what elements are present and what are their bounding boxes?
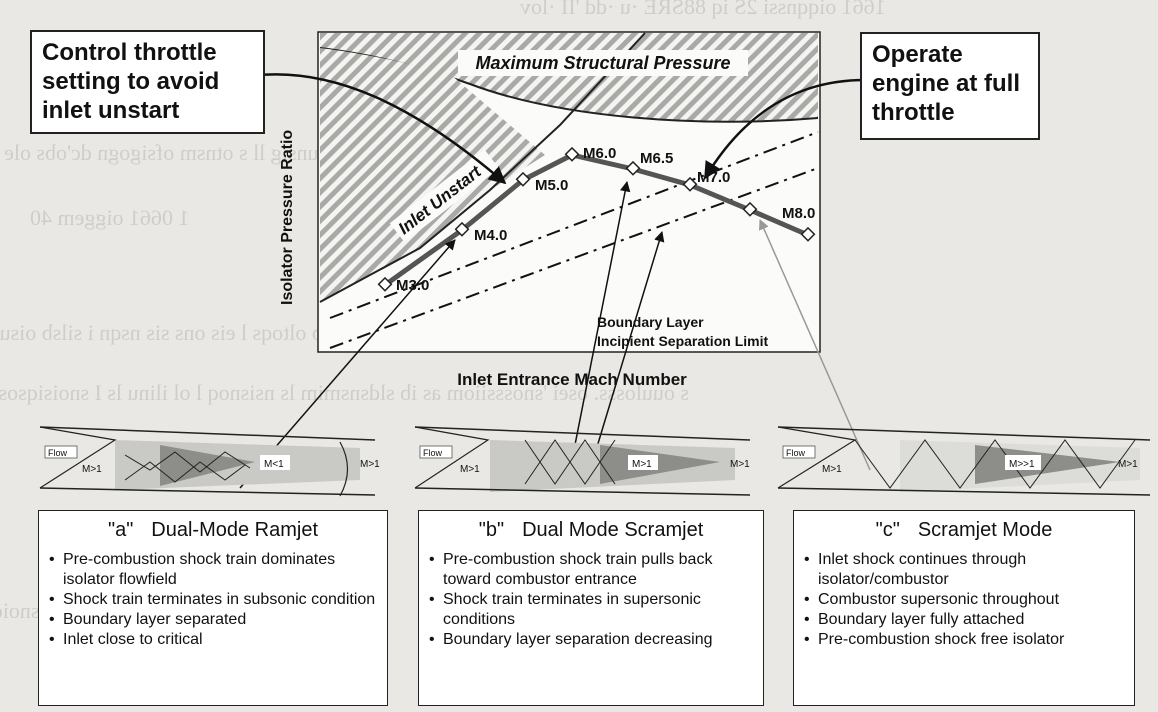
separation-limit-line-upper — [329, 131, 819, 319]
marker-m8 — [800, 226, 816, 242]
left-callout: Control throttle setting to avoid inlet … — [30, 30, 265, 134]
label-m5: M5.0 — [535, 177, 568, 194]
list-item: Inlet close to critical — [49, 630, 377, 650]
schematic-b-m2: M>1 — [632, 459, 652, 470]
x-axis-label: Inlet Entrance Mach Number — [457, 370, 687, 389]
marker-m4 — [454, 221, 470, 237]
arrow-b-to-m65 — [569, 180, 631, 471]
schematic-c-flow: Flow — [786, 448, 806, 458]
list-item: Combustor supersonic throughout — [804, 590, 1124, 610]
label-m4: M4.0 — [474, 227, 507, 244]
mode-box-a: "a" Dual-Mode Ramjet Pre-combustion shock… — [38, 510, 388, 706]
label-m3: M3.0 — [396, 277, 429, 294]
list-item: Pre-combustion shock train pulls back to… — [429, 550, 753, 590]
marker-m5 — [515, 171, 531, 187]
schematic-c: Flow M>1 M>>1 M>1 — [777, 426, 1151, 496]
mode-box-c: "c" Scramjet Mode Inlet shock continues t… — [793, 510, 1135, 706]
max-structural-pressure-label: Maximum Structural Pressure — [475, 53, 730, 73]
arrow-b-to-limit — [589, 230, 665, 471]
y-axis-label: Isolator Pressure Ratio — [279, 130, 296, 305]
list-item: Boundary layer separation decreasing — [429, 630, 753, 650]
schematic-c-m2: M>>1 — [1009, 459, 1035, 470]
label-m6: M6.0 — [583, 145, 616, 162]
mode-bullets-c: Inlet shock continues through isolator/c… — [804, 550, 1124, 650]
mode-title-a: "a" Dual-Mode Ramjet — [49, 519, 377, 542]
mode-tag-c: "c" — [875, 519, 900, 541]
list-item: Inlet shock continues through isolator/c… — [804, 550, 1124, 590]
marker-m3 — [377, 276, 393, 292]
mode-title-b: "b" Dual Mode Scramjet — [429, 519, 753, 542]
inlet-unstart-region — [320, 48, 545, 302]
marker-m65 — [625, 160, 641, 176]
mode-name-c: Scramjet Mode — [917, 519, 1053, 541]
label-m7: M7.0 — [697, 169, 730, 186]
marker-m8a — [742, 201, 758, 217]
schematic-a-flow: Flow — [48, 448, 68, 458]
schematic-b-m3: M>1 — [730, 459, 750, 470]
list-item: Pre-combustion shock free isolator — [804, 630, 1124, 650]
separation-label-2: Incipient Separation Limit — [597, 333, 768, 349]
label-m8: M8.0 — [782, 205, 815, 222]
left-callout-arrow — [237, 73, 507, 185]
mode-tag-a: "a" — [107, 519, 134, 541]
schematic-c-m3: M>1 — [1118, 459, 1138, 470]
schematic-a-m1: M>1 — [82, 464, 102, 475]
schematic-b: Flow M>1 M>1 M>1 — [414, 426, 750, 496]
list-item: Boundary layer separated — [49, 610, 377, 630]
inlet-unstart-boundary — [319, 32, 646, 303]
list-item: Shock train terminates in supersonic con… — [429, 590, 753, 630]
list-item: Boundary layer fully attached — [804, 610, 1124, 630]
mode-name-a: Dual-Mode Ramjet — [151, 519, 319, 541]
mode-tag-b: "b" — [478, 519, 505, 541]
marker-m6 — [564, 146, 580, 162]
operating-line — [383, 152, 809, 288]
right-callout: Operate engine at full throttle — [860, 32, 1040, 140]
separation-label-1: Boundary Layer — [597, 314, 704, 330]
label-m65: M6.5 — [640, 150, 673, 167]
schematic-a-m3: M>1 — [360, 459, 380, 470]
mode-bullets-a: Pre-combustion shock train dominates iso… — [49, 550, 377, 650]
mode-name-b: Dual Mode Scramjet — [522, 519, 704, 541]
schematic-b-m1: M>1 — [460, 464, 480, 475]
list-item: Pre-combustion shock train dominates iso… — [49, 550, 377, 590]
arrow-c-to-m8 — [759, 219, 871, 471]
schematic-a-m2: M<1 — [264, 459, 284, 470]
mode-title-c: "c" Scramjet Mode — [804, 519, 1124, 542]
schematic-b-flow: Flow — [423, 448, 443, 458]
schematic-a: Flow M>1 M<1 M>1 — [39, 426, 380, 497]
mode-bullets-b: Pre-combustion shock train pulls back to… — [429, 550, 753, 650]
marker-m7 — [682, 176, 698, 192]
right-callout-arrow — [703, 78, 866, 180]
schematic-c-m1: M>1 — [822, 464, 842, 475]
mode-box-b: "b" Dual Mode Scramjet Pre-combustion sho… — [418, 510, 764, 706]
list-item: Shock train terminates in subsonic condi… — [49, 590, 377, 610]
